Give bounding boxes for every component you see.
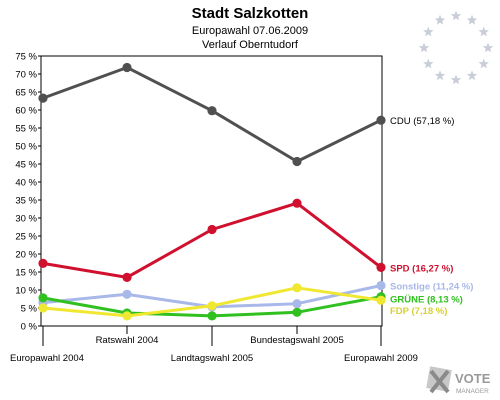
- series-end-label: SPD (16,27 %): [390, 263, 453, 274]
- x-tick-label: Ratswahl 2004: [96, 335, 159, 346]
- data-point: [292, 299, 302, 309]
- x-tick-label: Europawahl 2009: [344, 353, 418, 364]
- logo-subtext: MANAGER: [456, 388, 489, 395]
- data-point: [207, 106, 217, 116]
- data-point: [38, 293, 48, 303]
- star-icon: [466, 14, 478, 25]
- y-tick-label: 35 %: [15, 196, 37, 207]
- series-group: [38, 62, 386, 321]
- eu-stars-icon: [418, 10, 494, 85]
- y-tick-label: 0 %: [21, 322, 38, 333]
- data-point: [292, 156, 302, 167]
- votemanager-logo: VOTE MANAGER: [426, 366, 491, 395]
- data-point: [292, 198, 302, 208]
- star-icon: [450, 10, 462, 21]
- data-point: [292, 283, 302, 293]
- series-end-label: GRÜNE (8,13 %): [390, 295, 463, 306]
- data-point: [376, 280, 386, 291]
- star-icon: [423, 58, 434, 69]
- y-tick-label: 10 %: [15, 286, 37, 297]
- y-tick-label: 65 %: [15, 88, 37, 99]
- y-tick-label: 30 %: [15, 214, 37, 225]
- data-point: [207, 224, 217, 235]
- y-tick-label: 45 %: [15, 160, 37, 171]
- chart-subtitle: Europawahl 07.06.2009: [192, 25, 308, 37]
- star-icon: [450, 74, 462, 85]
- plot-area: [40, 55, 383, 327]
- end-labels: CDU (57,18 %) SPD (16,27 %) Sonstige (11,2…: [390, 116, 473, 317]
- y-tick-label: 20 %: [15, 250, 37, 261]
- chart-title: Stadt Salzkotten: [192, 5, 309, 22]
- x-axis: Europawahl 2004 Ratswahl 2004 Landtagswahl…: [10, 326, 418, 364]
- check-cross-icon: [426, 366, 452, 394]
- y-tick-label: 55 %: [15, 124, 37, 135]
- data-point: [38, 303, 48, 313]
- y-tick-label: 25 %: [15, 232, 37, 243]
- data-point: [292, 307, 302, 317]
- x-tick-label: Bundestagswahl 2005: [250, 335, 344, 346]
- data-point: [122, 289, 132, 299]
- data-point: [376, 295, 386, 305]
- star-icon: [478, 26, 489, 37]
- data-point: [122, 272, 132, 282]
- y-tick-label: 40 %: [15, 178, 37, 189]
- x-tick-label: Europawahl 2004: [10, 353, 84, 364]
- logo-text: VOTE: [455, 371, 491, 386]
- data-point: [38, 93, 48, 103]
- chart-subtitle-area: Verlauf Oberntudorf: [202, 39, 299, 51]
- star-icon: [434, 70, 446, 81]
- data-point: [376, 262, 386, 272]
- data-point: [207, 301, 217, 311]
- series-end-label: Sonstige (11,24 %): [390, 282, 473, 293]
- y-tick-label: 5 %: [21, 304, 38, 315]
- data-point: [122, 62, 132, 73]
- star-icon: [466, 70, 478, 81]
- data-point: [376, 115, 386, 125]
- series-end-label: FDP (7,18 %): [390, 306, 447, 317]
- y-tick-label: 75 %: [15, 52, 37, 63]
- y-tick-label: 60 %: [15, 106, 37, 117]
- series-end-label: CDU (57,18 %): [390, 116, 454, 127]
- data-point: [122, 311, 132, 321]
- data-point: [38, 258, 48, 268]
- x-tick-label: Landtagswahl 2005: [171, 353, 253, 364]
- y-axis: 0 % 5 % 10 % 15 % 20 % 25 % 30 % 35 % 40 % 45 % 50…: [15, 52, 41, 333]
- star-icon: [423, 26, 434, 37]
- y-tick-label: 15 %: [15, 268, 37, 279]
- data-point: [207, 311, 217, 321]
- star-icon: [434, 14, 446, 25]
- y-tick-label: 70 %: [15, 70, 37, 81]
- y-tick-label: 50 %: [15, 142, 37, 153]
- star-icon: [482, 42, 494, 53]
- star-icon: [418, 42, 430, 53]
- star-icon: [478, 58, 489, 69]
